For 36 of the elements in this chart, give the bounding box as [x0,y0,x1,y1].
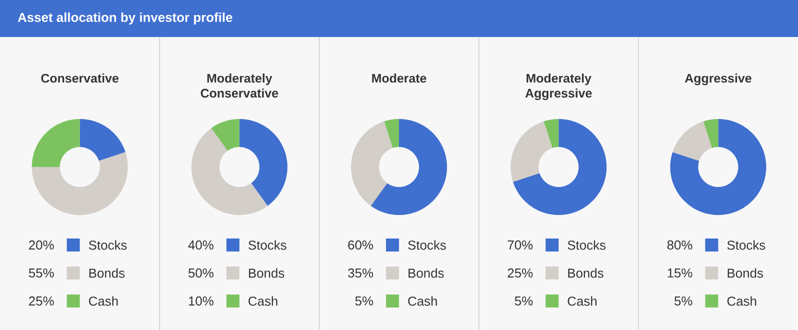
legend-label: Cash [88,296,118,306]
data-label: 5% [514,296,533,306]
legend-label: Bonds [248,268,284,278]
legend-label: Stocks [568,240,606,250]
legend-label: Stocks [248,240,286,250]
legend-label: Stocks [727,240,766,250]
legend-label: Cash [408,296,437,306]
data-label: 55% [28,268,54,278]
legend-label: Stocks [88,240,127,250]
legend-label: Cash [727,296,756,306]
legend-label: Bonds [728,268,763,278]
chart-title: Moderately Aggressive [525,74,592,100]
chart-title: Aggressive [684,74,752,86]
data-label: 25% [508,268,533,278]
data-label: 50% [188,268,214,278]
legend-label: Cash [248,296,278,306]
data-label: 35% [348,268,374,278]
chart-title: Moderately Conservative [200,74,278,98]
data-label: 20% [29,240,54,250]
data-label: 80% [667,240,692,250]
legend-label: Stocks [408,240,446,250]
text: Asset allocation by investor profile [18,12,232,25]
data-label: 5% [674,296,692,306]
data-label: 10% [188,296,214,306]
chart-title: Moderate [372,74,426,83]
data-label: 60% [348,240,374,250]
data-label: 15% [668,268,692,278]
data-label: 25% [29,296,54,306]
legend-label: Cash [568,296,597,306]
data-label: 70% [508,240,533,250]
data-label: 5% [355,296,374,306]
chart-title: Conservative [41,74,118,83]
data-label: 40% [188,240,214,250]
legend-label: Bonds [568,268,604,278]
legend-label: Bonds [408,268,444,278]
legend-label: Bonds [89,268,125,278]
